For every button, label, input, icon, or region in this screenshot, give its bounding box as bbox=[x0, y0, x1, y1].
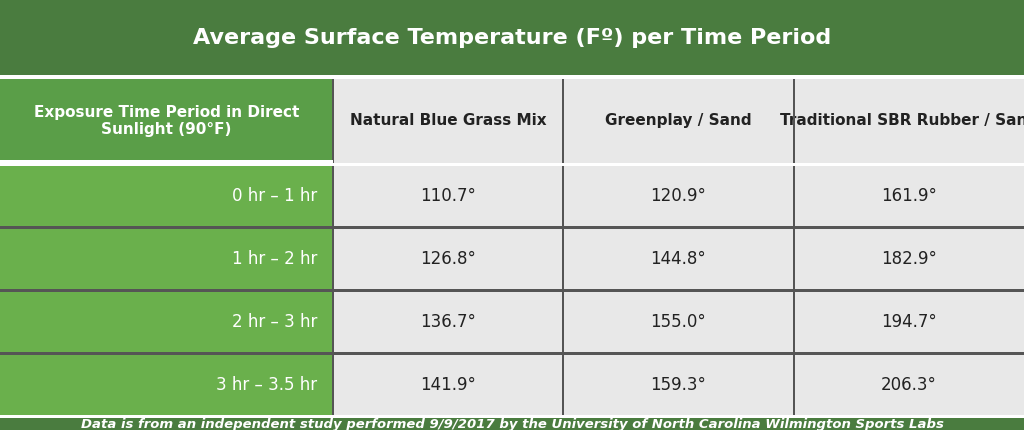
Bar bbox=[0, 415, 1024, 418]
Bar bbox=[794, 230, 1024, 289]
Bar bbox=[794, 355, 1024, 415]
Text: Greenplay / Sand: Greenplay / Sand bbox=[605, 114, 752, 129]
Bar bbox=[0, 292, 333, 352]
Bar bbox=[0, 76, 1024, 79]
Text: 1 hr – 2 hr: 1 hr – 2 hr bbox=[232, 250, 317, 268]
Text: Traditional SBR Rubber / Sand: Traditional SBR Rubber / Sand bbox=[779, 114, 1024, 129]
Bar bbox=[332, 79, 334, 163]
Bar bbox=[794, 79, 1024, 163]
Bar bbox=[0, 160, 333, 166]
Text: 120.9°: 120.9° bbox=[650, 187, 707, 205]
Bar bbox=[793, 230, 795, 289]
Bar bbox=[563, 292, 794, 352]
Text: 136.7°: 136.7° bbox=[420, 313, 476, 331]
Bar bbox=[562, 79, 564, 163]
Bar bbox=[793, 355, 795, 415]
Bar bbox=[0, 289, 1024, 292]
Bar bbox=[562, 230, 564, 289]
Bar bbox=[332, 292, 334, 352]
Bar bbox=[333, 79, 563, 163]
Text: 2 hr – 3 hr: 2 hr – 3 hr bbox=[232, 313, 317, 331]
Bar bbox=[0, 355, 333, 415]
Bar bbox=[0, 0, 1024, 76]
Text: 155.0°: 155.0° bbox=[650, 313, 707, 331]
Bar bbox=[332, 230, 334, 289]
Text: 159.3°: 159.3° bbox=[650, 376, 707, 394]
Bar bbox=[793, 166, 795, 226]
Bar bbox=[332, 355, 334, 415]
Bar bbox=[0, 352, 1024, 355]
Bar bbox=[563, 230, 794, 289]
Bar bbox=[0, 166, 333, 226]
Bar bbox=[333, 230, 563, 289]
Bar bbox=[333, 166, 563, 226]
Bar bbox=[332, 166, 334, 226]
Bar bbox=[0, 163, 1024, 166]
Bar bbox=[562, 292, 564, 352]
Bar bbox=[793, 79, 795, 163]
Text: 126.8°: 126.8° bbox=[420, 250, 476, 268]
Bar bbox=[562, 355, 564, 415]
Text: 0 hr – 1 hr: 0 hr – 1 hr bbox=[232, 187, 317, 205]
Bar bbox=[563, 355, 794, 415]
Bar bbox=[0, 230, 333, 289]
Text: 110.7°: 110.7° bbox=[420, 187, 476, 205]
Text: 141.9°: 141.9° bbox=[420, 376, 476, 394]
Text: 3 hr – 3.5 hr: 3 hr – 3.5 hr bbox=[216, 376, 317, 394]
Bar bbox=[0, 418, 1024, 430]
Bar bbox=[562, 166, 564, 226]
Text: 206.3°: 206.3° bbox=[881, 376, 937, 394]
Text: 144.8°: 144.8° bbox=[650, 250, 707, 268]
Text: Exposure Time Period in Direct
Sunlight (90°F): Exposure Time Period in Direct Sunlight … bbox=[34, 105, 299, 137]
Bar bbox=[333, 292, 563, 352]
Text: 194.7°: 194.7° bbox=[881, 313, 937, 331]
Text: 182.9°: 182.9° bbox=[881, 250, 937, 268]
Bar bbox=[0, 79, 333, 163]
Text: 161.9°: 161.9° bbox=[881, 187, 937, 205]
Bar bbox=[563, 166, 794, 226]
Text: Natural Blue Grass Mix: Natural Blue Grass Mix bbox=[349, 114, 547, 129]
Text: Data is from an independent study performed 9/9/2017 by the University of North : Data is from an independent study perfor… bbox=[81, 418, 943, 430]
Bar bbox=[333, 355, 563, 415]
Text: Average Surface Temperature (Fº) per Time Period: Average Surface Temperature (Fº) per Tim… bbox=[193, 28, 831, 48]
Bar bbox=[794, 166, 1024, 226]
Bar bbox=[793, 292, 795, 352]
Bar bbox=[563, 79, 794, 163]
Bar bbox=[794, 292, 1024, 352]
Bar bbox=[0, 226, 1024, 230]
